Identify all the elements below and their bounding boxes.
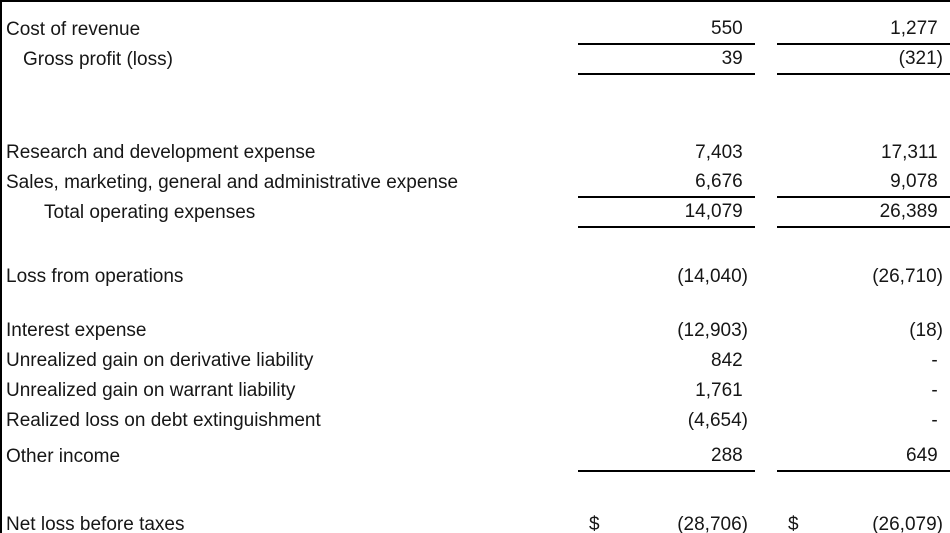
value-col1: 842 bbox=[711, 350, 748, 371]
value-col2: 649 bbox=[777, 442, 950, 472]
value-col1: 7,403 bbox=[695, 142, 748, 163]
column-gap bbox=[755, 406, 777, 436]
value-col1: (14,040) bbox=[677, 266, 748, 287]
column-gap bbox=[755, 316, 777, 346]
value-col2: - bbox=[931, 350, 943, 371]
row-label: Other income bbox=[6, 446, 121, 467]
value-col2: (321) bbox=[777, 45, 950, 75]
value-col2: 9,078 bbox=[777, 168, 950, 198]
spacer-row bbox=[2, 292, 950, 316]
value-col1: 6,676 bbox=[578, 168, 755, 198]
column-gap bbox=[755, 376, 777, 406]
value-col2: - bbox=[931, 410, 943, 431]
column-gap bbox=[755, 138, 777, 168]
value-col1: 14,079 bbox=[578, 198, 755, 228]
value-col2: 17,311 bbox=[881, 142, 943, 163]
table-row-unrealized-gain-warrant: Unrealized gain on warrant liability 1,7… bbox=[2, 376, 950, 406]
value-col1: (12,903) bbox=[677, 320, 748, 341]
value-col2: 1,277 bbox=[777, 15, 950, 45]
column-gap bbox=[755, 198, 777, 228]
column-gap bbox=[755, 45, 777, 75]
value-col1: (4,654) bbox=[687, 410, 748, 431]
value-text: (26,079) bbox=[872, 514, 943, 533]
spacer-row bbox=[2, 75, 950, 138]
table-row-interest-expense: Interest expense (12,903) (18) bbox=[2, 316, 950, 346]
table-row-net-loss-before-taxes: Net loss before taxes $ (28,706) $ (26,0… bbox=[2, 510, 950, 533]
table-row-realized-loss-debt: Realized loss on debt extinguishment (4,… bbox=[2, 406, 950, 436]
value-col2: (18) bbox=[909, 320, 943, 341]
row-label: Cost of revenue bbox=[6, 19, 141, 40]
table-row-cost-of-revenue: Cost of revenue 550 1,277 bbox=[2, 15, 950, 45]
row-label: Realized loss on debt extinguishment bbox=[6, 410, 321, 431]
table-row-unrealized-gain-derivative: Unrealized gain on derivative liability … bbox=[2, 346, 950, 376]
table-row-other-income: Other income 288 649 bbox=[2, 442, 950, 472]
spacer-row bbox=[2, 228, 950, 262]
dollar-sign: $ bbox=[589, 514, 600, 533]
value-col1: $ (28,706) bbox=[578, 510, 755, 533]
column-gap bbox=[755, 15, 777, 45]
dollar-sign: $ bbox=[788, 514, 799, 533]
table-row-loss-from-operations: Loss from operations (14,040) (26,710) bbox=[2, 262, 950, 292]
row-label: Unrealized gain on derivative liability bbox=[6, 350, 314, 371]
value-col2: - bbox=[931, 380, 943, 401]
value-col2: $ (26,079) bbox=[777, 510, 950, 533]
spacer-row bbox=[2, 472, 950, 510]
row-label: Research and development expense bbox=[6, 142, 316, 163]
row-label: Loss from operations bbox=[6, 266, 184, 287]
column-gap bbox=[755, 168, 777, 198]
column-gap bbox=[755, 510, 777, 533]
value-col1: 288 bbox=[578, 442, 755, 472]
table-row-total-operating-expenses: Total operating expenses 14,079 26,389 bbox=[2, 198, 950, 228]
value-col1: 550 bbox=[578, 15, 755, 45]
value-text: (28,706) bbox=[677, 514, 748, 533]
table-row-gross-profit: Gross profit (loss) 39 (321) bbox=[2, 45, 950, 75]
row-label: Unrealized gain on warrant liability bbox=[6, 380, 296, 401]
value-col2: (26,710) bbox=[872, 266, 943, 287]
value-col1: 1,761 bbox=[695, 380, 748, 401]
row-label: Gross profit (loss) bbox=[23, 49, 173, 70]
spacer-row bbox=[2, 2, 950, 15]
table-row-sales-marketing-ga: Sales, marketing, general and administra… bbox=[2, 168, 950, 198]
column-gap bbox=[755, 346, 777, 376]
row-label: Interest expense bbox=[6, 320, 147, 341]
row-label: Sales, marketing, general and administra… bbox=[6, 172, 459, 193]
row-label: Net loss before taxes bbox=[6, 514, 185, 533]
value-col2: 26,389 bbox=[777, 198, 950, 228]
value-col1: 39 bbox=[578, 45, 755, 75]
row-label: Total operating expenses bbox=[44, 202, 256, 223]
column-gap bbox=[755, 262, 777, 292]
column-gap bbox=[755, 442, 777, 472]
table-row-research-development: Research and development expense 7,403 1… bbox=[2, 138, 950, 168]
